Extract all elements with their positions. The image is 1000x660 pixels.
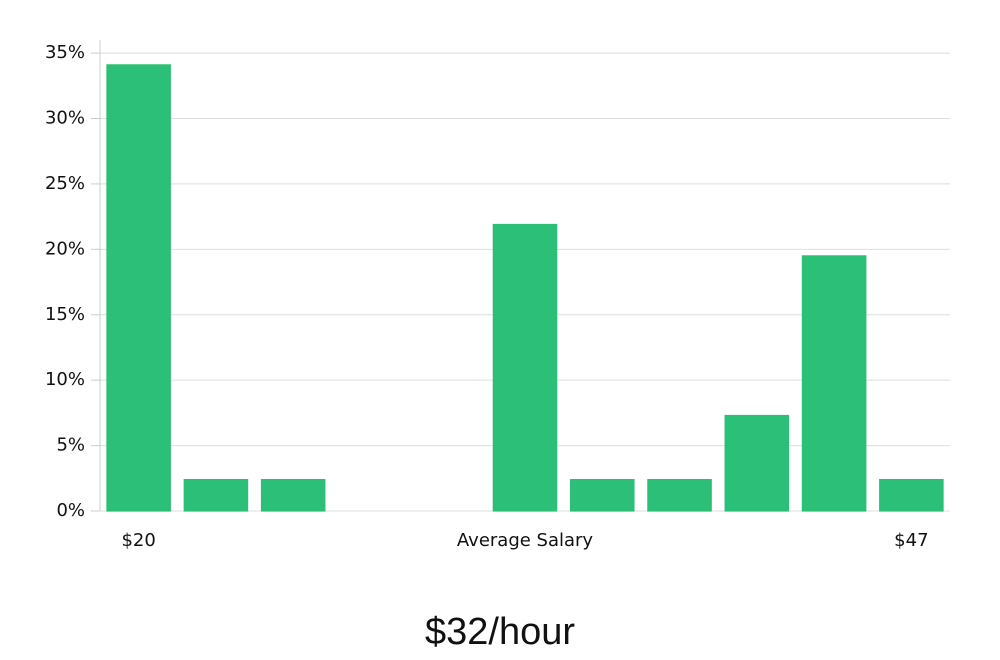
- bar: [183, 479, 249, 512]
- bar: [106, 64, 171, 512]
- y-tick-label: 30%: [45, 108, 85, 129]
- x-tick-label: $20: [121, 530, 155, 551]
- bar: [801, 255, 867, 512]
- bar: [879, 479, 944, 512]
- y-tick-label: 15%: [45, 304, 85, 325]
- annotation: $32/hour: [425, 611, 575, 653]
- y-tick-label: 35%: [45, 42, 85, 63]
- bar: [569, 479, 635, 512]
- y-tick-label: 25%: [45, 173, 85, 194]
- y-tick-label: 0%: [56, 500, 85, 521]
- y-tick-label: 5%: [56, 435, 85, 456]
- x-tick-label: $47: [894, 530, 928, 551]
- bar: [647, 479, 712, 512]
- x-axis-label: Average Salary: [457, 530, 594, 551]
- bar: [492, 223, 558, 512]
- y-tick-label: 20%: [45, 238, 85, 259]
- y-tick-label: 10%: [45, 369, 85, 390]
- bar: [260, 479, 326, 512]
- bar: [724, 414, 790, 512]
